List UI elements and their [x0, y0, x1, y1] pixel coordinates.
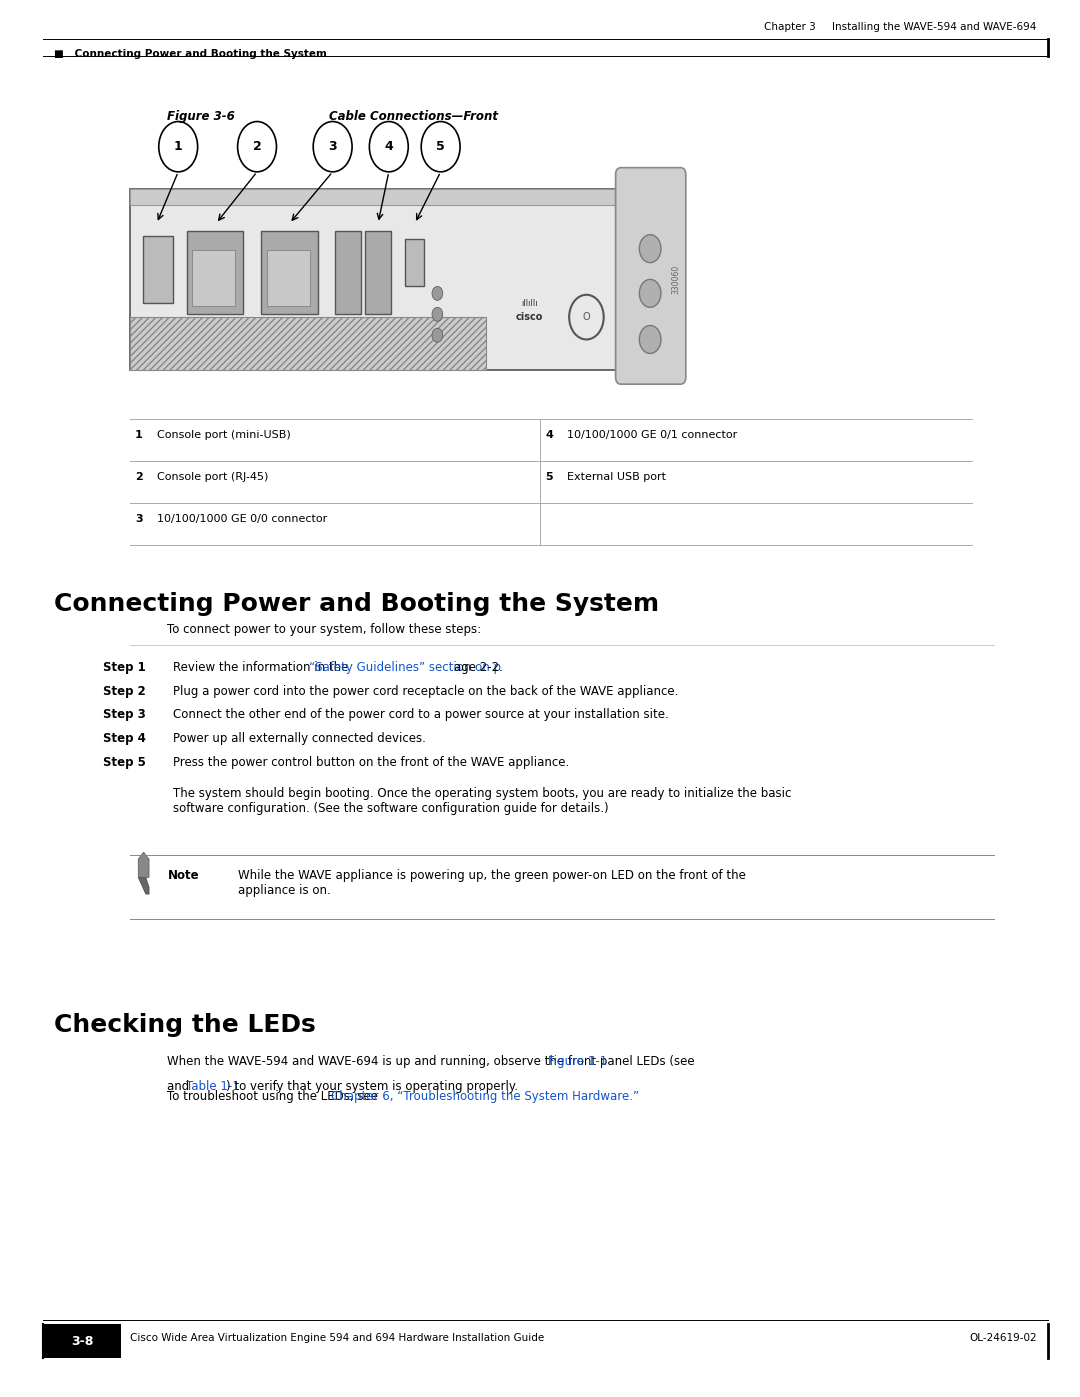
Circle shape [432, 286, 443, 300]
Circle shape [639, 326, 661, 353]
Text: 10/100/1000 GE 0/0 connector: 10/100/1000 GE 0/0 connector [157, 514, 327, 524]
FancyBboxPatch shape [130, 317, 486, 370]
Text: “Safety Guidelines” section on p: “Safety Guidelines” section on p [309, 661, 501, 673]
Text: Press the power control button on the front of the WAVE appliance.: Press the power control button on the fr… [173, 756, 569, 768]
Text: When the WAVE-594 and WAVE-694 is up and running, observe the front panel LEDs (: When the WAVE-594 and WAVE-694 is up and… [167, 1055, 699, 1067]
Text: Step 1: Step 1 [103, 661, 146, 673]
Text: Connect the other end of the power cord to a power source at your installation s: Connect the other end of the power cord … [173, 708, 669, 721]
Text: and: and [167, 1080, 193, 1092]
Text: Figure 1-1: Figure 1-1 [549, 1055, 608, 1067]
Text: Table 1-1: Table 1-1 [186, 1080, 240, 1092]
Text: 5: 5 [436, 140, 445, 154]
Text: Step 3: Step 3 [103, 708, 146, 721]
Text: Review the information in the: Review the information in the [173, 661, 352, 673]
Text: ıllıllı: ıllıllı [521, 299, 538, 307]
Text: O: O [582, 312, 591, 323]
Text: Cable Connections—Front: Cable Connections—Front [329, 110, 498, 123]
Text: 1: 1 [174, 140, 183, 154]
Text: The system should begin booting. Once the operating system boots, you are ready : The system should begin booting. Once th… [173, 787, 792, 814]
FancyBboxPatch shape [405, 239, 424, 286]
FancyBboxPatch shape [143, 236, 173, 303]
Text: Step 2: Step 2 [103, 685, 146, 697]
Text: To connect power to your system, follow these steps:: To connect power to your system, follow … [167, 623, 482, 636]
Text: Chapter 6, “Troubleshooting the System Hardware.”: Chapter 6, “Troubleshooting the System H… [330, 1090, 639, 1102]
Text: Cisco Wide Area Virtualization Engine 594 and 694 Hardware Installation Guide: Cisco Wide Area Virtualization Engine 59… [130, 1333, 544, 1344]
Text: While the WAVE appliance is powering up, the green power-on LED on the front of : While the WAVE appliance is powering up,… [238, 869, 745, 897]
Text: 3-8: 3-8 [71, 1334, 93, 1348]
Text: Plug a power cord into the power cord receptacle on the back of the WAVE applian: Plug a power cord into the power cord re… [173, 685, 678, 697]
Text: OL-24619-02: OL-24619-02 [969, 1333, 1037, 1344]
Text: 3: 3 [135, 514, 143, 524]
Text: ) to verify that your system is operating properly.: ) to verify that your system is operatin… [227, 1080, 518, 1092]
Text: 330060: 330060 [672, 265, 680, 293]
Polygon shape [138, 877, 149, 894]
FancyBboxPatch shape [261, 231, 318, 314]
Text: Connecting Power and Booting the System: Connecting Power and Booting the System [54, 592, 659, 616]
Text: 5: 5 [545, 472, 553, 482]
Text: 4: 4 [545, 430, 553, 440]
Text: cisco: cisco [515, 312, 543, 323]
Text: Console port (mini-USB): Console port (mini-USB) [157, 430, 291, 440]
Text: Checking the LEDs: Checking the LEDs [54, 1013, 315, 1037]
FancyBboxPatch shape [192, 250, 235, 306]
Text: Chapter 3     Installing the WAVE-594 and WAVE-694: Chapter 3 Installing the WAVE-594 and WA… [765, 22, 1037, 32]
Text: To troubleshoot using the LEDs, see: To troubleshoot using the LEDs, see [167, 1090, 382, 1102]
Text: External USB port: External USB port [567, 472, 666, 482]
Circle shape [639, 279, 661, 307]
Text: 1: 1 [135, 430, 143, 440]
Text: 2: 2 [135, 472, 143, 482]
Text: Power up all externally connected devices.: Power up all externally connected device… [173, 732, 426, 745]
FancyBboxPatch shape [187, 231, 243, 314]
Text: ■   Connecting Power and Booting the System: ■ Connecting Power and Booting the Syste… [54, 49, 327, 59]
FancyBboxPatch shape [335, 231, 361, 314]
Circle shape [432, 307, 443, 321]
FancyBboxPatch shape [43, 1324, 121, 1358]
FancyBboxPatch shape [365, 231, 391, 314]
FancyBboxPatch shape [616, 168, 686, 384]
Text: Figure 3-6: Figure 3-6 [167, 110, 235, 123]
Text: Console port (RJ-45): Console port (RJ-45) [157, 472, 268, 482]
Text: Note: Note [167, 869, 199, 882]
Circle shape [639, 235, 661, 263]
Text: 4: 4 [384, 140, 393, 154]
Text: Step 4: Step 4 [103, 732, 146, 745]
FancyBboxPatch shape [130, 189, 680, 370]
Text: 10/100/1000 GE 0/1 connector: 10/100/1000 GE 0/1 connector [567, 430, 738, 440]
FancyBboxPatch shape [267, 250, 310, 306]
Polygon shape [138, 852, 149, 877]
Text: 3: 3 [328, 140, 337, 154]
Text: 2: 2 [253, 140, 261, 154]
Text: Step 5: Step 5 [103, 756, 146, 768]
Circle shape [432, 328, 443, 342]
Text: age 2-2.: age 2-2. [454, 661, 503, 673]
FancyBboxPatch shape [130, 189, 680, 205]
